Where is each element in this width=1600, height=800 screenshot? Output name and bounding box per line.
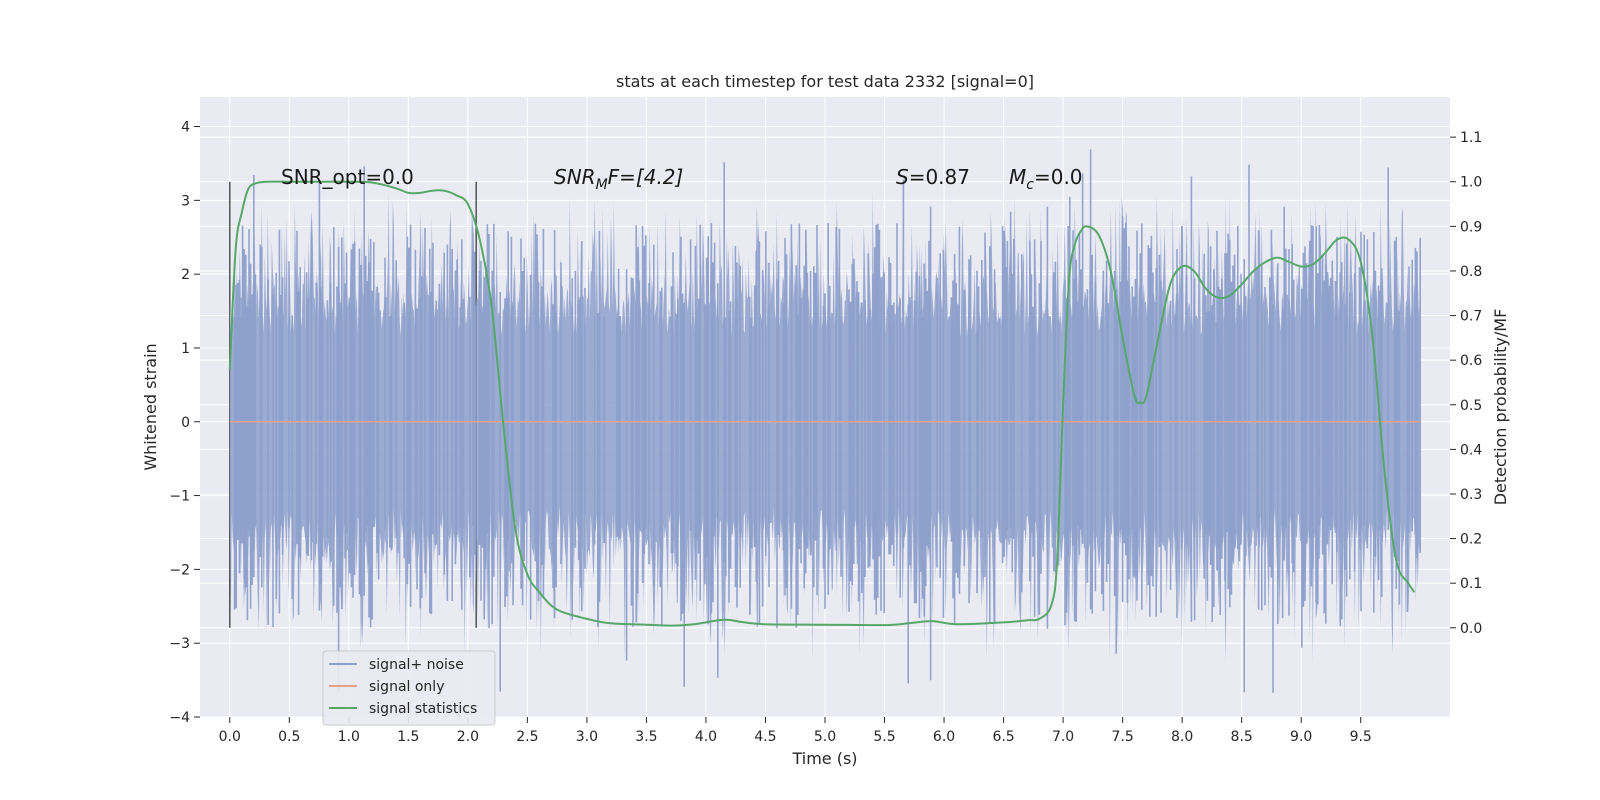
x-tick-label-6: 3.0 — [576, 729, 598, 745]
x-tick-label-12: 6.0 — [933, 729, 955, 745]
series-signal-statistics — [228, 180, 1416, 627]
x-tick-label-2: 1.0 — [338, 729, 360, 745]
y-left-axis-ticks: 4 3 2 1 0 −1 −2 −3 −4 — [169, 120, 200, 726]
y-right-tick-label-4: 0.7 — [1460, 309, 1482, 325]
x-axis-ticks: 0.0 0.5 1.0 1.5 2.0 2.5 3.0 3.5 4.0 4.5 5.0 5.5 6.0 6… — [219, 717, 1372, 745]
x-tick-label-11: 5.5 — [873, 729, 895, 745]
x-tick-label-4: 2.0 — [457, 729, 479, 745]
annotation-snr-mf-rest: F=[4.2] — [608, 165, 684, 189]
y-right-axis-ticks: 1.1 1.0 0.9 0.8 0.7 0.6 0.5 0.4 0.3 0.2 0.1 0.0 — [1450, 130, 1482, 637]
x-tick-label-9: 4.5 — [754, 729, 776, 745]
annotation-mc: Mc=0.0 — [1009, 165, 1083, 193]
y-left-tick-label-2: 2 — [181, 267, 190, 283]
y-left-tick-label-4: 0 — [181, 415, 190, 431]
x-tick-label-0: 0.0 — [219, 729, 241, 745]
x-tick-label-7: 3.5 — [635, 729, 657, 745]
y-right-tick-label-1: 1.0 — [1460, 175, 1482, 191]
y-right-axis-label: Detection probability/MF — [1491, 309, 1510, 506]
x-tick-label-14: 7.0 — [1052, 729, 1074, 745]
y-right-tick-label-11: 0.0 — [1460, 621, 1482, 637]
legend-box — [322, 650, 496, 726]
x-tick-label-17: 8.5 — [1231, 729, 1253, 745]
y-left-tick-label-6: −2 — [169, 562, 190, 578]
annotation-mc-symbol: M — [1009, 165, 1026, 189]
annotation-snr-mf: SNRMF=[4.2] — [554, 165, 683, 193]
x-tick-label-5: 2.5 — [516, 729, 538, 745]
x-axis-label: Time (s) — [791, 749, 857, 768]
chart-title: stats at each timestep for test data 233… — [616, 72, 1034, 91]
x-tick-label-18: 9.0 — [1290, 729, 1312, 745]
annotation-snr-opt: SNR_opt=0.0 — [281, 165, 414, 189]
y-left-tick-label-7: −3 — [169, 636, 190, 652]
y-left-tick-label-3: 1 — [181, 341, 190, 357]
x-tick-label-19: 9.5 — [1350, 729, 1372, 745]
x-tick-label-1: 0.5 — [278, 729, 300, 745]
y-left-tick-label-5: −1 — [169, 489, 190, 505]
y-right-tick-label-7: 0.4 — [1460, 442, 1482, 458]
y-right-tick-label-2: 0.9 — [1460, 219, 1482, 235]
y-right-tick-label-6: 0.5 — [1460, 398, 1482, 414]
annotation-snr-mf-base: SNR — [554, 165, 596, 189]
y-right-tick-label-8: 0.3 — [1460, 487, 1482, 503]
y-left-tick-label-8: −4 — [169, 710, 190, 726]
legend: signal+ noise signal only signal statist… — [322, 650, 496, 726]
y-right-tick-label-5: 0.6 — [1460, 353, 1482, 369]
y-left-tick-label-0: 4 — [181, 120, 190, 136]
x-tick-label-15: 7.5 — [1111, 729, 1133, 745]
annotation-s-value: =0.87 — [909, 165, 970, 189]
x-tick-label-13: 6.5 — [992, 729, 1014, 745]
legend-label-signal-only: signal only — [369, 679, 444, 695]
x-tick-label-10: 5.0 — [814, 729, 836, 745]
x-tick-label-8: 4.0 — [695, 729, 717, 745]
legend-label-signal-noise: signal+ noise — [369, 657, 464, 673]
y-right-tick-label-3: 0.8 — [1460, 264, 1482, 280]
legend-label-signal-statistics: signal statistics — [369, 701, 477, 717]
x-tick-label-3: 1.5 — [397, 729, 419, 745]
y-left-tick-label-1: 3 — [181, 193, 190, 209]
y-right-tick-label-9: 0.2 — [1460, 532, 1482, 548]
x-tick-label-16: 8.0 — [1171, 729, 1193, 745]
y-right-tick-label-10: 0.1 — [1460, 576, 1482, 592]
y-right-tick-label-0: 1.1 — [1460, 130, 1482, 146]
y-left-axis-label: Whitened strain — [141, 343, 160, 470]
annotation-s-symbol: S — [896, 165, 909, 189]
annotation-s: S=0.87 — [896, 165, 970, 189]
annotation-snr-mf-sub: M — [596, 177, 608, 193]
annotation-mc-sub: c — [1026, 177, 1034, 193]
annotation-mc-value: =0.0 — [1034, 165, 1083, 189]
